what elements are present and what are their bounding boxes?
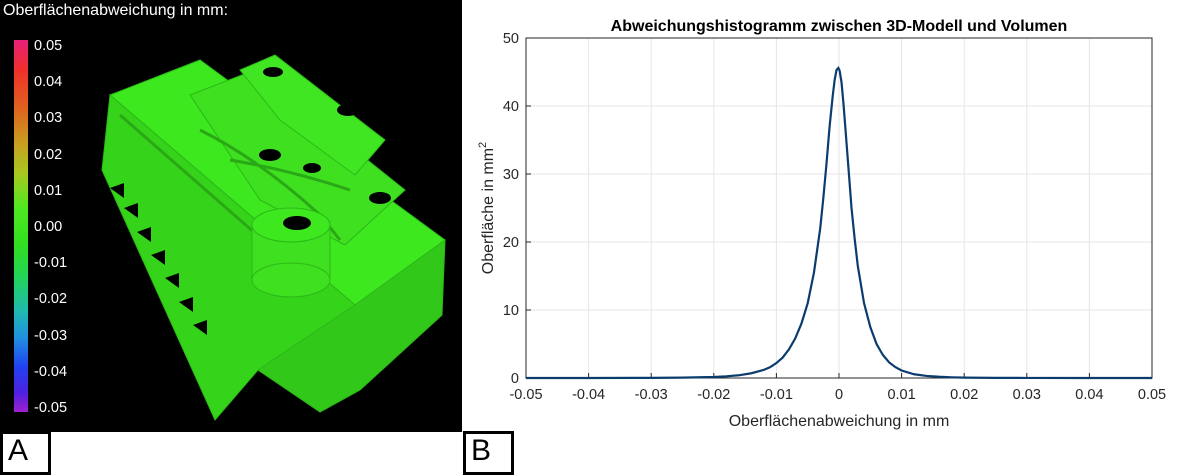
series-line: [526, 65, 1152, 380]
model-hole: [303, 163, 321, 173]
model-hole: [263, 67, 283, 77]
x-tick-label: 0.05: [1138, 387, 1166, 403]
deviation-histogram-chart: Abweichungshistogramm zwischen 3D-Modell…: [477, 18, 1166, 430]
model-cylinder-hole: [283, 216, 311, 230]
model-hole: [337, 104, 359, 116]
x-tick-label: -0.05: [509, 387, 542, 403]
colorbar-tick-label: 0.01: [34, 182, 63, 199]
colorbar-tick-label: 0.03: [34, 110, 63, 127]
model-upper-block: [239, 54, 386, 176]
y-tick-label: 50: [503, 31, 519, 47]
x-tick-label: -0.03: [635, 387, 668, 403]
model-notch: [165, 273, 179, 288]
x-tick-label: 0.02: [950, 387, 978, 403]
model-shadow-band: [229, 158, 351, 192]
colorbar-tick-label: -0.04: [34, 363, 68, 380]
model-notch: [110, 183, 124, 198]
y-tick-label: 30: [503, 167, 519, 183]
colorbar-tick-label: -0.05: [34, 400, 68, 416]
chart-title: Abweichungshistogramm zwischen 3D-Modell…: [611, 18, 1068, 35]
x-tick-label: 0.03: [1013, 387, 1041, 403]
x-tick-label: 0.04: [1075, 387, 1103, 403]
histogram-panel: Abweichungshistogramm zwischen 3D-Modell…: [464, 0, 1178, 432]
x-tick-label: 0: [835, 387, 843, 403]
x-axis-label: Oberflächenabweichung in mm: [729, 413, 950, 430]
colorbar-title: Oberflächenabweichung in mm:: [3, 2, 229, 19]
x-axis-ticks: -0.05 -0.04 -0.03 -0.02 -0.01 0 0.01 0.02 0.03 0.…: [509, 373, 1166, 403]
colorbar-tick-label: -0.01: [34, 255, 68, 272]
x-tick-label: 0.01: [887, 387, 915, 403]
colorbar-tick-label: -0.02: [34, 291, 68, 308]
colorbar-tick-label: 0.02: [34, 146, 63, 163]
y-tick-label: 0: [511, 371, 519, 387]
model-hole: [316, 67, 336, 77]
model-notch: [179, 297, 193, 312]
model-cylinder-bottom: [251, 262, 331, 298]
panel-b-label-box: [463, 431, 514, 475]
colorbar-tick-label: -0.03: [34, 327, 68, 344]
model-base-right-face: [257, 238, 446, 413]
model-notch: [193, 320, 207, 335]
model-hole: [259, 149, 281, 161]
y-axis-label-main: Oberfläche in mm: [480, 148, 497, 274]
y-tick-label: 40: [503, 99, 519, 115]
y-axis-label: Oberfläche in mm2: [477, 142, 497, 274]
model-notch: [151, 250, 165, 265]
model-shadow-band: [199, 128, 342, 241]
panel-a-label-box: [0, 431, 51, 475]
model-notch: [137, 227, 151, 242]
colorbar: [14, 40, 28, 412]
model-notch: [124, 203, 138, 218]
panel-a-letter: A: [8, 434, 29, 467]
y-tick-label: 20: [503, 235, 519, 251]
y-tick-label: 10: [503, 303, 519, 319]
deviation-model-panel: Oberflächenabweichung in mm: 0.05 0.04 0.0…: [0, 0, 462, 432]
chart-grid: [525, 37, 1153, 379]
3d-model-render: [101, 54, 446, 421]
x-tick-label: -0.02: [697, 387, 730, 403]
y-axis-label-superscript: 2: [477, 142, 489, 148]
x-tick-label: -0.04: [572, 387, 605, 403]
panel-b-letter: B: [471, 434, 492, 467]
model-hole: [369, 192, 391, 204]
colorbar-tick-label: 0.00: [34, 219, 63, 235]
x-tick-label: -0.01: [760, 387, 793, 403]
colorbar-tick-label: 0.05: [34, 38, 63, 54]
y-axis-ticks: 0 10 20 30 40 50: [503, 31, 531, 387]
colorbar-tick-label: 0.04: [34, 74, 63, 91]
